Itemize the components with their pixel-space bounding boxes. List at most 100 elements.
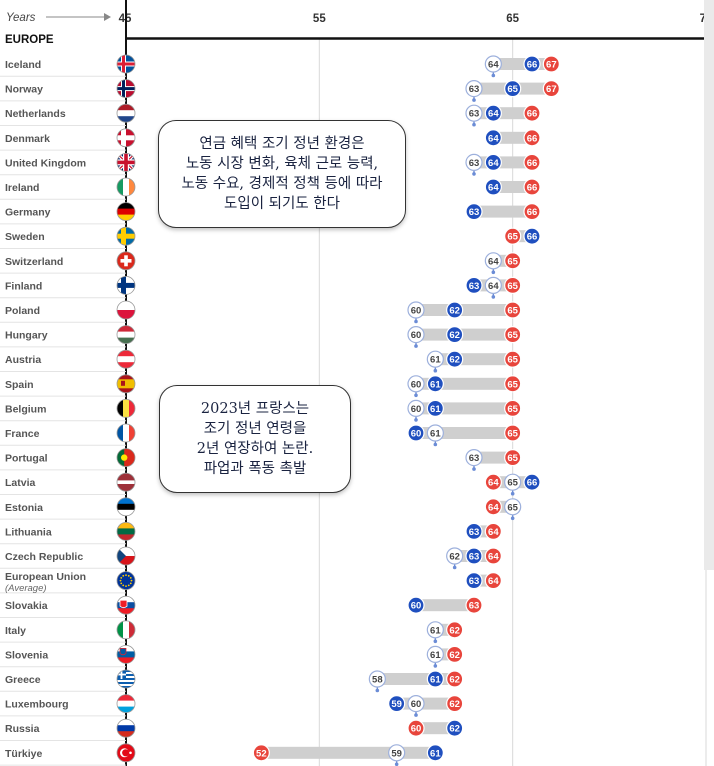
country-name: Luxembourg: [5, 699, 69, 711]
country-row: Switzerland 65 64: [0, 251, 522, 275]
country-name: Estonia: [5, 502, 43, 514]
age-label: 64: [488, 576, 499, 587]
age-label: 65: [507, 84, 518, 95]
age-bubble: [484, 153, 502, 171]
country-row: Latvia 64 65 66: [0, 472, 541, 496]
age-range-bar: [493, 58, 552, 70]
country-row: Slovakia 63 60: [0, 595, 483, 618]
country-name: Iceland: [5, 59, 41, 71]
marker-dot: [472, 467, 476, 471]
callout-france-2023-note: 2023년 프랑스는 조기 정년 연령을 2년 연장하여 논란. 파업과 폭동 …: [159, 385, 351, 493]
age-bubble: [446, 670, 464, 688]
age-label: 63: [469, 527, 480, 538]
blue-age-marker: 60: [407, 424, 425, 442]
country-row: Finland 65 64 63: [0, 275, 522, 299]
flag-fill: [117, 645, 135, 664]
country-name: Norway: [5, 84, 43, 96]
age-label: 64: [488, 256, 499, 267]
age-range-bar: [416, 304, 513, 316]
white-age-marker: 61: [426, 621, 444, 644]
country-row: Iceland 67 64 66: [0, 54, 560, 78]
flag-fill: [117, 202, 135, 221]
red-age-marker: 66: [523, 129, 541, 147]
red-age-marker: 67: [542, 79, 560, 98]
age-label: 63: [469, 207, 480, 218]
blue-age-marker: 60: [407, 596, 425, 614]
blue-age-marker: 61: [426, 399, 444, 417]
marker-dot: [510, 516, 515, 521]
age-range-bar: [493, 254, 513, 267]
age-bubble: [446, 547, 464, 565]
red-age-marker: 64: [484, 547, 502, 565]
country-row: Luxembourg 62 60 59: [0, 694, 464, 717]
country-name: Finland: [5, 280, 42, 292]
white-age-marker: 63: [465, 449, 483, 471]
age-bubble: [504, 498, 522, 516]
age-bubble: [426, 424, 444, 442]
age-bubble: [484, 104, 502, 122]
age-label: 60: [411, 699, 422, 710]
age-label: 67: [546, 84, 557, 95]
age-bubble: [252, 744, 270, 762]
age-label: 64: [488, 527, 499, 538]
white-age-marker: 64: [484, 55, 502, 78]
age-bubble: [407, 424, 425, 442]
white-age-marker: 61: [426, 645, 444, 668]
age-bubble: [465, 522, 483, 541]
age-bubble: [542, 55, 560, 73]
age-bubble: [426, 621, 444, 639]
age-bubble: [523, 227, 541, 245]
age-bubble: [465, 79, 483, 98]
flag-fill: [117, 55, 135, 73]
age-label: 61: [430, 355, 441, 366]
age-label: 61: [430, 404, 441, 415]
age-bubble: [407, 326, 425, 344]
flag-fill: [117, 374, 135, 393]
flag-fill: [117, 424, 135, 442]
country-row: Sweden 65 66: [0, 226, 541, 249]
age-bubble: [426, 350, 444, 368]
age-bubble: [504, 350, 522, 368]
white-age-marker: 63: [465, 79, 483, 102]
flag-fill: [117, 596, 135, 615]
age-bubble: [523, 104, 541, 122]
country-row: Spain 65 60 61: [0, 374, 522, 398]
age-label: 66: [527, 109, 538, 120]
age-range-bar: [416, 599, 474, 612]
age-label: 64: [488, 502, 499, 513]
white-age-marker: 63: [465, 153, 483, 176]
white-age-marker: 61: [426, 424, 444, 447]
flag-fill: [117, 694, 135, 713]
flag-fill: [117, 670, 135, 688]
country-row: Germany 66 63: [0, 202, 541, 225]
marker-dot: [414, 393, 418, 398]
age-bubble: [504, 326, 522, 344]
age-label: 61: [430, 675, 441, 686]
age-label: 65: [507, 404, 518, 415]
age-label: 65: [507, 502, 518, 513]
country-row: Ireland 66 64: [0, 177, 541, 200]
age-bubble: [368, 670, 386, 688]
age-bubble: [484, 473, 502, 491]
white-age-marker: 65: [504, 473, 522, 496]
blue-age-marker: 65: [504, 79, 522, 98]
red-age-marker: 66: [523, 153, 541, 171]
marker-dot: [375, 688, 380, 693]
age-range-bar: [474, 156, 532, 169]
red-age-marker: 62: [446, 645, 464, 664]
country-name: Lithuania: [5, 526, 52, 538]
country-row: United Kingdom 66 63 64: [0, 152, 541, 176]
age-range-bar: [416, 722, 455, 735]
red-age-marker: 65: [504, 424, 522, 442]
blue-age-marker: 61: [426, 375, 444, 393]
age-bubble: [504, 227, 522, 245]
marker-dot: [472, 98, 476, 102]
age-label: 62: [449, 552, 460, 563]
country-row: Lithuania 64 63: [0, 522, 502, 545]
age-label: 65: [507, 453, 518, 464]
country-row: Russia 60 62: [0, 718, 464, 741]
age-bubble: [484, 522, 502, 541]
country-row: Slovenia 62 61: [0, 645, 464, 668]
age-label: 65: [507, 478, 518, 489]
age-bubble: [484, 252, 502, 270]
